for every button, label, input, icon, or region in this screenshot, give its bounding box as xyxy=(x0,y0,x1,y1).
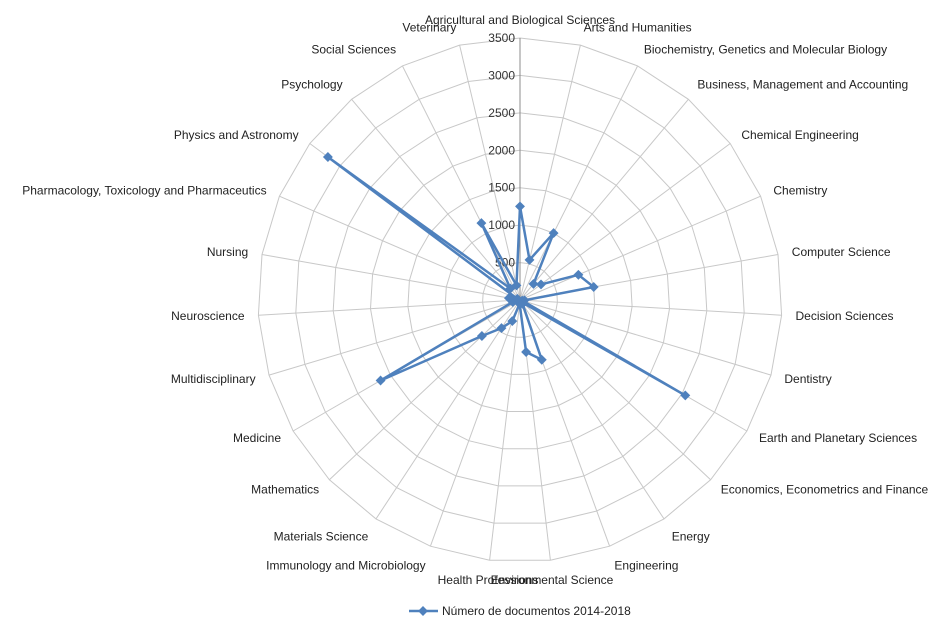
grid-spoke xyxy=(520,300,782,315)
category-label: Nursing xyxy=(207,245,248,259)
category-label: Computer Science xyxy=(792,245,891,259)
category-label: Materials Science xyxy=(274,530,369,544)
category-label: Social Sciences xyxy=(311,42,396,56)
tick-label: 3500 xyxy=(488,31,515,45)
data-point xyxy=(521,347,531,357)
data-point xyxy=(537,355,547,365)
category-label: Veterinary xyxy=(402,20,456,34)
category-label: Decision Sciences xyxy=(796,309,894,323)
grid-spoke xyxy=(262,255,520,301)
category-label: Chemical Engineering xyxy=(741,128,858,142)
category-label: Energy xyxy=(672,530,710,544)
tick-label: 1000 xyxy=(488,218,515,232)
category-label: Economics, Econometrics and Finance xyxy=(721,482,929,496)
category-label: Biochemistry, Genetics and Molecular Bio… xyxy=(644,42,887,56)
category-label: Pharmacology, Toxicology and Pharmaceuti… xyxy=(22,184,266,198)
tick-label: 1500 xyxy=(488,181,515,195)
category-label: Engineering xyxy=(614,558,678,572)
grid-spoke xyxy=(520,66,638,300)
grid-spoke xyxy=(520,99,688,300)
category-label: Psychology xyxy=(281,78,342,92)
legend-label: Número de documentos 2014-2018 xyxy=(442,604,631,618)
tick-label: 3000 xyxy=(488,68,515,82)
category-label: Physics and Astronomy xyxy=(174,128,299,142)
data-point xyxy=(680,390,690,400)
tick-labels: 0500100015002000250030003500 xyxy=(488,31,515,307)
data-point xyxy=(515,201,525,211)
grid-spoke xyxy=(329,300,520,480)
category-label: Medicine xyxy=(233,431,281,445)
category-label: Immunology and Microbiology xyxy=(266,558,425,572)
data-point xyxy=(536,279,546,289)
grid-spoke xyxy=(520,300,711,480)
category-label: Dentistry xyxy=(784,372,831,386)
data-point xyxy=(476,218,486,228)
category-label: Earth and Planetary Sciences xyxy=(759,431,917,445)
category-label: Arts and Humanities xyxy=(584,20,692,34)
grid-spoke xyxy=(258,300,520,315)
category-label: Health Professions xyxy=(438,573,539,587)
category-label: Business, Management and Accounting xyxy=(697,78,908,92)
grid-spoke xyxy=(352,99,520,300)
grid-spoke xyxy=(430,300,520,546)
category-label: Mathematics xyxy=(251,482,319,496)
category-label: Neuroscience xyxy=(171,309,245,323)
legend: Número de documentos 2014-2018 xyxy=(409,604,631,618)
tick-label: 2500 xyxy=(488,106,515,120)
category-label: Multidisciplinary xyxy=(171,372,256,386)
category-labels: Agricultural and Biological SciencesArts… xyxy=(22,13,928,587)
category-label: Chemistry xyxy=(773,184,827,198)
tick-label: 2000 xyxy=(488,143,515,157)
legend-marker xyxy=(418,606,428,616)
